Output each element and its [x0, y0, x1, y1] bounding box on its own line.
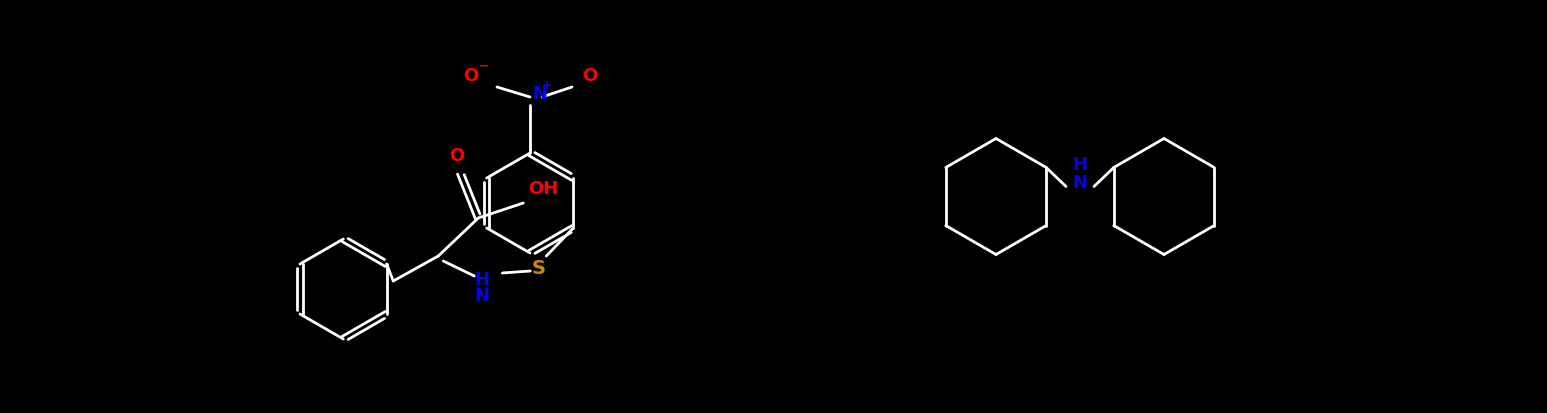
Text: OH: OH [529, 180, 558, 198]
Text: O: O [582, 67, 597, 85]
Text: S: S [531, 259, 545, 278]
Text: N: N [1072, 173, 1088, 192]
Text: O: O [449, 147, 464, 165]
Text: H: H [475, 271, 490, 289]
Text: H: H [1072, 157, 1088, 175]
Text: O: O [464, 67, 478, 85]
Text: −: − [480, 60, 489, 73]
Text: N: N [475, 287, 490, 305]
Text: +: + [541, 79, 552, 92]
Text: N: N [532, 85, 548, 103]
